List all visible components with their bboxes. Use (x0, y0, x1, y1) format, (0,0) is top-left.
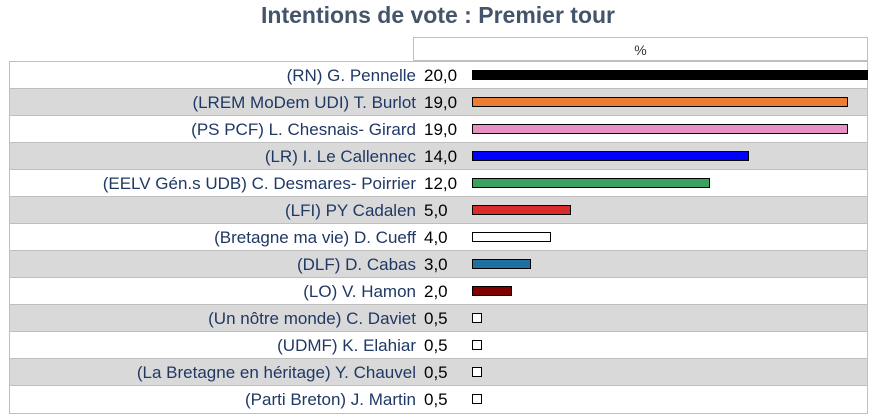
candidate-label: (Un nôtre monde) C. Daviet (208, 309, 416, 328)
candidate-label: (PS PCF) L. Chesnais- Girard (191, 120, 416, 139)
candidate-label: (LFI) PY Cadalen (284, 201, 416, 220)
value-label: 4,0 (424, 228, 448, 247)
table-row: (Parti Breton) J. Martin 0,5 (10, 386, 867, 413)
candidate-label: (EELV Gén.s UDB) C. Desmares- Poirrier (102, 174, 416, 193)
bar (472, 151, 749, 161)
table-row: (Un nôtre monde) C. Daviet 0,5 (10, 305, 867, 332)
value-label: 0,5 (424, 390, 448, 409)
table-row: (LREM MoDem UDI) T. Burlot 19,0 (10, 89, 867, 116)
table-row: (DLF) D. Cabas 3,0 (10, 251, 867, 278)
bar (472, 259, 531, 269)
candidate-label: (LO) V. Hamon (303, 282, 416, 301)
candidate-label: (LR) I. Le Callennec (264, 147, 416, 166)
table-row: (La Bretagne en héritage) Y. Chauvel 0,5 (10, 359, 867, 386)
bar (472, 124, 848, 134)
vote-table: (RN) G. Pennelle 20,0 (LREM MoDem UDI) T. … (9, 61, 868, 414)
bar (472, 286, 512, 296)
value-label: 12,0 (424, 174, 458, 193)
bar (472, 394, 482, 404)
table-row: (LR) I. Le Callennec 14,0 (10, 143, 867, 170)
value-label: 19,0 (424, 120, 458, 139)
table-row: (EELV Gén.s UDB) C. Desmares- Poirrier 12… (10, 170, 867, 197)
table-row: (RN) G. Pennelle 20,0 (10, 62, 868, 89)
table-row: (LO) V. Hamon 2,0 (10, 278, 867, 305)
value-label: 14,0 (424, 147, 458, 166)
value-label: 0,5 (424, 309, 448, 328)
chart-title: Intentions de vote : Premier tour (261, 2, 615, 28)
candidate-label: (LREM MoDem UDI) T. Burlot (192, 93, 416, 112)
bar (472, 367, 482, 377)
value-label: 0,5 (424, 363, 448, 382)
bar (472, 70, 868, 80)
value-label: 0,5 (424, 336, 448, 355)
table-row: (Bretagne ma vie) D. Cueff 4,0 (10, 224, 867, 251)
bar (472, 340, 482, 350)
bar (472, 313, 482, 323)
value-label: 20,0 (424, 66, 458, 85)
bar (472, 178, 710, 188)
candidate-label: (DLF) D. Cabas (296, 255, 416, 274)
value-label: 19,0 (424, 93, 458, 112)
unit-header: % (413, 37, 868, 61)
table-row: (UDMF) K. Elahiar 0,5 (10, 332, 867, 359)
candidate-label: (Bretagne ma vie) D. Cueff (214, 228, 416, 247)
table-row: (PS PCF) L. Chesnais- Girard 19,0 (10, 116, 867, 143)
bar (472, 97, 848, 107)
candidate-label: (RN) G. Pennelle (286, 66, 416, 85)
value-label: 2,0 (424, 282, 448, 301)
table-row: (LFI) PY Cadalen 5,0 (10, 197, 867, 224)
value-label: 5,0 (424, 201, 448, 220)
bar (472, 232, 551, 242)
value-label: 3,0 (424, 255, 448, 274)
candidate-label: (Parti Breton) J. Martin (245, 390, 416, 409)
bar (472, 205, 571, 215)
candidate-label: (La Bretagne en héritage) Y. Chauvel (136, 363, 416, 382)
candidate-label: (UDMF) K. Elahiar (277, 336, 416, 355)
